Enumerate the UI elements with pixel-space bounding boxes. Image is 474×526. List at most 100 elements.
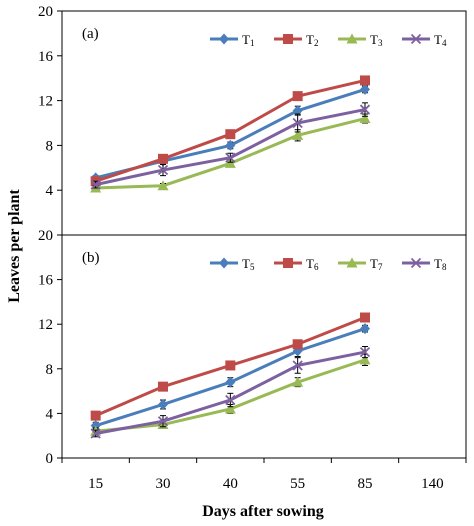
data-point <box>158 153 168 164</box>
legend-marker <box>410 257 422 269</box>
data-point <box>360 312 370 323</box>
data-point-stroke <box>157 164 169 176</box>
legend-label: T7 <box>370 256 383 272</box>
data-point <box>90 428 101 439</box>
data-point <box>157 180 169 191</box>
x-tick-label: 40 <box>223 476 238 492</box>
legend-label: T4 <box>434 32 447 48</box>
legend-marker <box>283 258 293 268</box>
x-tick-label: 30 <box>156 476 171 492</box>
data-point <box>157 416 169 427</box>
series-T8 <box>90 346 371 439</box>
data-point <box>292 105 303 117</box>
legend-item <box>274 34 302 44</box>
data-point <box>359 346 371 358</box>
y-tick-label: 16 <box>38 273 54 289</box>
legend-marker <box>219 33 229 45</box>
panel-tag: (a) <box>82 26 99 42</box>
data-point <box>90 420 101 432</box>
legend-marker <box>283 34 293 44</box>
data-point <box>90 410 101 421</box>
data-point <box>292 339 303 350</box>
panel-2: 0 4 8 12 16 20 15 30 40 55 85 140 (b) <box>38 228 467 492</box>
legend-item <box>210 257 238 269</box>
legend-item <box>338 33 366 44</box>
data-point-stroke <box>292 360 303 371</box>
legend-label: T3 <box>370 32 383 48</box>
y-tick-label: 4 <box>46 406 54 422</box>
legend-item <box>338 257 366 268</box>
y-tick-label: 12 <box>38 94 53 110</box>
data-point <box>292 129 304 140</box>
data-point <box>225 394 236 406</box>
series-T6 <box>90 312 370 421</box>
legend-label: T2 <box>306 32 318 48</box>
legend-item <box>402 33 430 45</box>
data-point-stroke <box>292 117 303 129</box>
series-T2 <box>90 75 370 187</box>
data-point <box>158 398 168 410</box>
x-axis-title: Days after sowing <box>202 503 323 520</box>
series-T5 <box>90 323 370 432</box>
data-point <box>225 152 236 163</box>
data-point <box>360 75 370 86</box>
legend-item <box>210 33 238 45</box>
data-point-stroke <box>157 416 169 427</box>
data-point <box>360 83 370 95</box>
y-tick-label: 20 <box>38 4 53 20</box>
y-tick-label: 8 <box>46 138 54 154</box>
data-point <box>225 129 236 140</box>
data-point <box>158 381 168 392</box>
data-point-stroke <box>225 152 236 163</box>
x-tick-label: 55 <box>290 476 305 492</box>
legend-marker <box>219 257 229 269</box>
legend-marker <box>346 33 358 44</box>
data-point <box>292 91 303 102</box>
plot-frame <box>61 10 467 236</box>
data-point-stroke <box>359 346 371 358</box>
legend-item <box>274 258 302 268</box>
plot-frame <box>61 234 467 459</box>
legend-marker-stroke <box>410 33 422 45</box>
series-T4 <box>90 102 371 190</box>
legend-label: T5 <box>242 256 255 272</box>
y-tick-label: 8 <box>46 362 54 378</box>
legend-item <box>402 257 430 269</box>
data-point <box>157 164 169 176</box>
data-point <box>292 376 304 387</box>
x-tick-label: 15 <box>88 476 103 492</box>
y-tick-label: 12 <box>38 317 53 333</box>
data-point <box>359 104 371 115</box>
y-tick-label: 20 <box>38 228 53 244</box>
y-tick-label: 4 <box>46 183 54 199</box>
data-point <box>225 139 236 151</box>
data-point-stroke <box>90 428 101 439</box>
x-tick-label: 140 <box>421 476 444 492</box>
data-point <box>292 360 303 371</box>
data-point <box>225 360 236 371</box>
legend-label: T6 <box>306 256 319 272</box>
legend-marker-stroke <box>410 257 422 269</box>
y-tick-label: 0 <box>46 451 54 467</box>
data-point <box>225 376 236 388</box>
y-axis-title: Leaves per plant <box>6 189 23 303</box>
panel-tag: (b) <box>82 250 100 266</box>
data-point <box>224 403 236 414</box>
legend-label: T1 <box>242 32 254 48</box>
data-point-stroke <box>90 179 101 190</box>
panel-1: 4 8 12 16 20 (a) <box>38 4 467 236</box>
data-point <box>90 179 101 190</box>
data-point-stroke <box>359 104 371 115</box>
x-tick-label: 85 <box>358 476 373 492</box>
data-point <box>224 157 236 168</box>
legend-label: T8 <box>434 256 447 272</box>
data-point <box>359 354 371 365</box>
data-point <box>359 113 371 124</box>
data-point <box>292 117 303 129</box>
data-point <box>360 323 370 335</box>
legend-marker <box>346 257 358 268</box>
legend-marker <box>410 33 422 45</box>
data-point-stroke <box>225 394 236 406</box>
y-tick-label: 16 <box>38 49 54 65</box>
